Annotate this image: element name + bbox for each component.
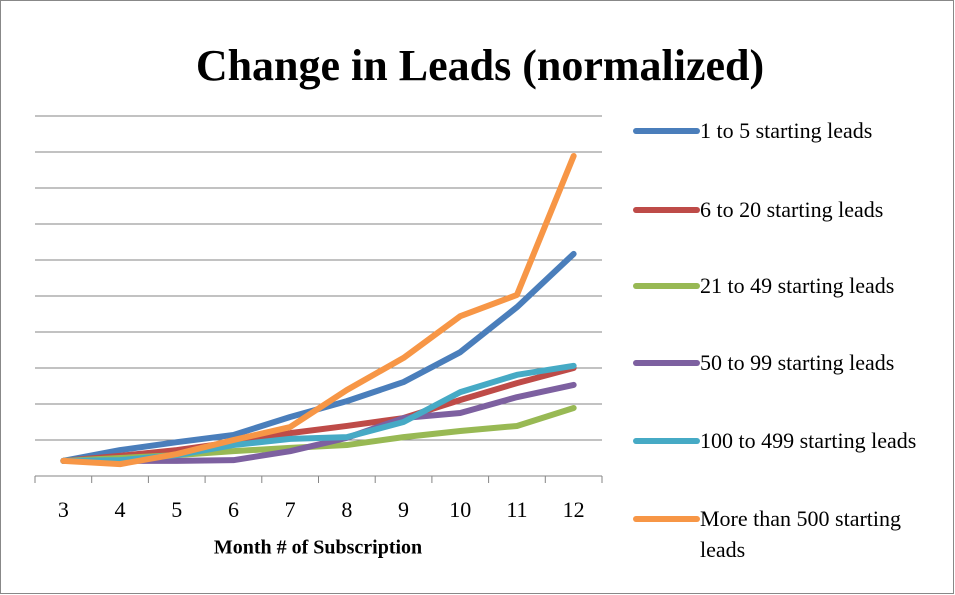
x-tick-label: 5 [171, 497, 182, 522]
chart-title: Change in Leads (normalized) [196, 41, 764, 90]
x-axis-title: Month # of Subscription [214, 537, 422, 559]
x-tick-label: 3 [58, 497, 69, 522]
legend-label: 1 to 5 starting leads [700, 118, 873, 143]
x-tick-label: 4 [115, 497, 126, 522]
legend-label: More than 500 starting leads [700, 506, 902, 562]
x-tick-label: 10 [449, 497, 471, 522]
legend-label: 21 to 49 starting leads [700, 273, 895, 298]
x-tick-label: 8 [341, 497, 352, 522]
legend-label: 6 to 20 starting leads [700, 197, 884, 222]
x-tick-label: 9 [398, 497, 409, 522]
legend-label: 50 to 99 starting leads [700, 350, 895, 375]
legend-label: 100 to 499 starting leads [700, 428, 917, 453]
series-line [60, 152, 577, 468]
series-line [60, 365, 577, 464]
x-tick-label: 7 [285, 497, 296, 522]
x-tick-label: 11 [506, 497, 527, 522]
x-tick-label: 12 [563, 497, 585, 522]
x-tick-label: 6 [228, 497, 239, 522]
